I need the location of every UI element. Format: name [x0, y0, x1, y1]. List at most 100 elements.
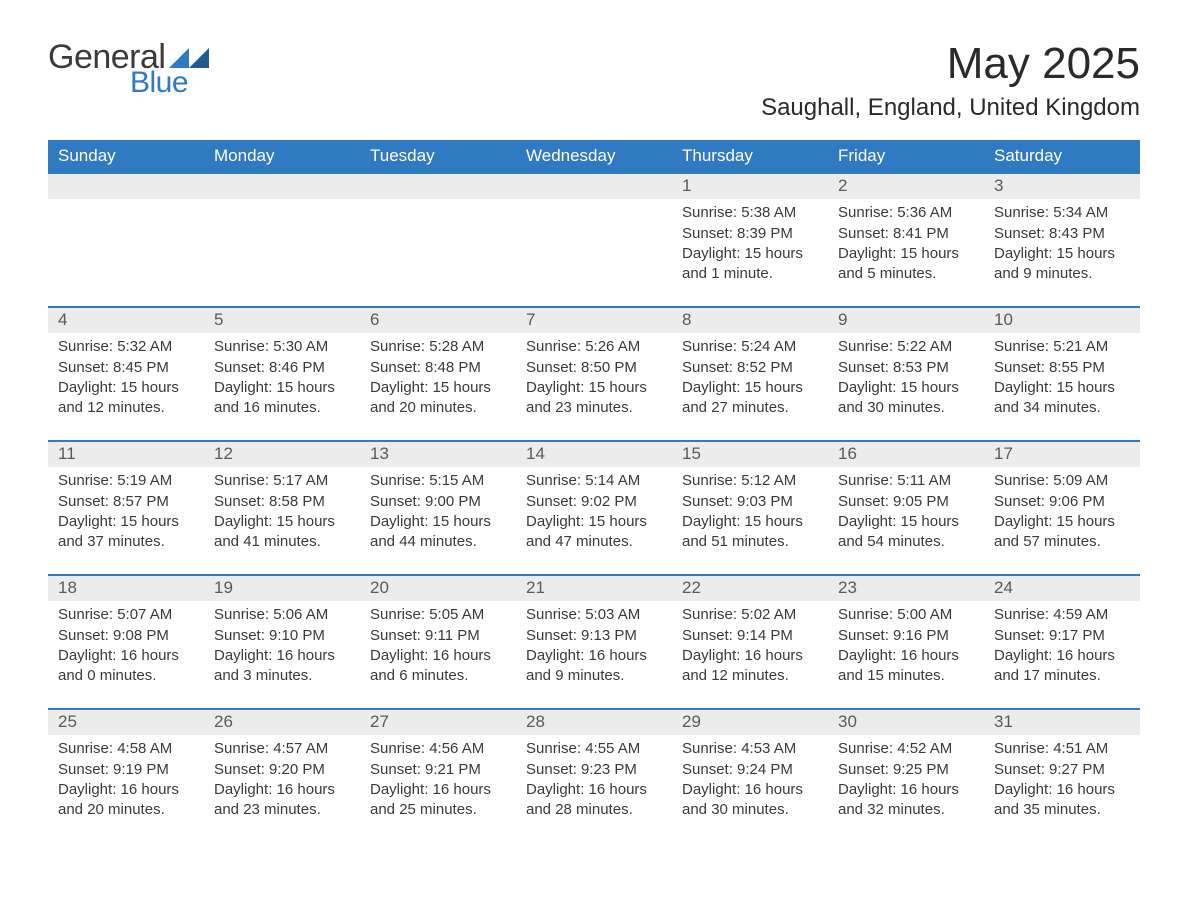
day-content: Sunrise: 4:51 AMSunset: 9:27 PMDaylight:… — [984, 735, 1140, 842]
day-number: 26 — [204, 710, 360, 735]
day-daylight1: Daylight: 15 hours — [214, 378, 350, 398]
day-content: Sunrise: 5:12 AMSunset: 9:03 PMDaylight:… — [672, 467, 828, 574]
day-sunset: Sunset: 8:53 PM — [838, 358, 974, 378]
day-sunrise: Sunrise: 5:03 AM — [526, 605, 662, 625]
day-daylight2: and 5 minutes. — [838, 264, 974, 284]
day-daylight2: and 16 minutes. — [214, 398, 350, 418]
day-sunset: Sunset: 9:11 PM — [370, 626, 506, 646]
day-content: Sunrise: 5:00 AMSunset: 9:16 PMDaylight:… — [828, 601, 984, 708]
day-sunset: Sunset: 9:08 PM — [58, 626, 194, 646]
day-sunset: Sunset: 8:50 PM — [526, 358, 662, 378]
day-number: 7 — [516, 308, 672, 333]
day-sunrise: Sunrise: 4:51 AM — [994, 739, 1130, 759]
day-daylight1: Daylight: 15 hours — [370, 378, 506, 398]
day-daylight2: and 54 minutes. — [838, 532, 974, 552]
day-content — [360, 199, 516, 306]
day-sunset: Sunset: 9:19 PM — [58, 760, 194, 780]
day-number: 11 — [48, 442, 204, 467]
day-daylight2: and 28 minutes. — [526, 800, 662, 820]
day-content: Sunrise: 5:28 AMSunset: 8:48 PMDaylight:… — [360, 333, 516, 440]
day-content: Sunrise: 4:57 AMSunset: 9:20 PMDaylight:… — [204, 735, 360, 842]
location-subtitle: Saughall, England, United Kingdom — [761, 94, 1140, 122]
day-number: 21 — [516, 576, 672, 601]
day-sunrise: Sunrise: 5:06 AM — [214, 605, 350, 625]
day-daylight1: Daylight: 15 hours — [682, 512, 818, 532]
header: General Blue May 2025 Saughall, England,… — [48, 40, 1140, 122]
day-content — [516, 199, 672, 306]
day-number: 17 — [984, 442, 1140, 467]
day-daylight1: Daylight: 15 hours — [682, 244, 818, 264]
day-header: Monday — [204, 140, 360, 174]
day-content: Sunrise: 5:07 AMSunset: 9:08 PMDaylight:… — [48, 601, 204, 708]
day-content: Sunrise: 5:22 AMSunset: 8:53 PMDaylight:… — [828, 333, 984, 440]
day-sunrise: Sunrise: 5:36 AM — [838, 203, 974, 223]
day-content: Sunrise: 5:06 AMSunset: 9:10 PMDaylight:… — [204, 601, 360, 708]
day-sunset: Sunset: 9:03 PM — [682, 492, 818, 512]
day-header: Sunday — [48, 140, 204, 174]
day-daylight1: Daylight: 16 hours — [838, 780, 974, 800]
day-sunrise: Sunrise: 4:59 AM — [994, 605, 1130, 625]
day-number — [516, 174, 672, 199]
day-daylight2: and 57 minutes. — [994, 532, 1130, 552]
day-sunrise: Sunrise: 5:38 AM — [682, 203, 818, 223]
day-number: 31 — [984, 710, 1140, 735]
day-number-row: 11121314151617 — [48, 442, 1140, 467]
day-sunset: Sunset: 8:58 PM — [214, 492, 350, 512]
day-number: 30 — [828, 710, 984, 735]
week-row: 18192021222324Sunrise: 5:07 AMSunset: 9:… — [48, 576, 1140, 708]
calendar-header-row: Sunday Monday Tuesday Wednesday Thursday… — [48, 140, 1140, 174]
day-content: Sunrise: 5:03 AMSunset: 9:13 PMDaylight:… — [516, 601, 672, 708]
day-daylight1: Daylight: 15 hours — [58, 378, 194, 398]
day-number: 23 — [828, 576, 984, 601]
day-sunrise: Sunrise: 4:58 AM — [58, 739, 194, 759]
day-number-row: 45678910 — [48, 308, 1140, 333]
logo: General Blue — [48, 40, 209, 98]
day-sunset: Sunset: 8:57 PM — [58, 492, 194, 512]
day-number: 9 — [828, 308, 984, 333]
day-daylight2: and 20 minutes. — [370, 398, 506, 418]
day-sunrise: Sunrise: 5:00 AM — [838, 605, 974, 625]
day-sunset: Sunset: 9:21 PM — [370, 760, 506, 780]
day-number: 22 — [672, 576, 828, 601]
day-header: Wednesday — [516, 140, 672, 174]
day-daylight2: and 23 minutes. — [526, 398, 662, 418]
day-daylight2: and 15 minutes. — [838, 666, 974, 686]
day-number: 20 — [360, 576, 516, 601]
day-daylight2: and 9 minutes. — [526, 666, 662, 686]
day-sunrise: Sunrise: 5:28 AM — [370, 337, 506, 357]
weeks-container: 123Sunrise: 5:38 AMSunset: 8:39 PMDaylig… — [48, 174, 1140, 842]
day-daylight1: Daylight: 15 hours — [994, 378, 1130, 398]
day-daylight2: and 1 minute. — [682, 264, 818, 284]
day-number: 18 — [48, 576, 204, 601]
day-content: Sunrise: 5:36 AMSunset: 8:41 PMDaylight:… — [828, 199, 984, 306]
day-daylight1: Daylight: 15 hours — [838, 512, 974, 532]
day-content: Sunrise: 4:53 AMSunset: 9:24 PMDaylight:… — [672, 735, 828, 842]
day-sunset: Sunset: 9:00 PM — [370, 492, 506, 512]
day-daylight1: Daylight: 16 hours — [214, 780, 350, 800]
week-row: 11121314151617Sunrise: 5:19 AMSunset: 8:… — [48, 442, 1140, 574]
day-content-row: Sunrise: 4:58 AMSunset: 9:19 PM Daylight:… — [48, 735, 1140, 842]
day-sunrise: Sunrise: 5:32 AM — [58, 337, 194, 357]
day-number — [204, 174, 360, 199]
day-daylight2: and 0 minutes. — [58, 666, 194, 686]
day-content: Sunrise: 5:21 AMSunset: 8:55 PMDaylight:… — [984, 333, 1140, 440]
day-daylight1: Daylight: 15 hours — [682, 378, 818, 398]
day-content: Sunrise: 4:59 AMSunset: 9:17 PMDaylight:… — [984, 601, 1140, 708]
day-sunrise: Sunrise: 5:19 AM — [58, 471, 194, 491]
day-number: 2 — [828, 174, 984, 199]
day-sunrise: Sunrise: 5:24 AM — [682, 337, 818, 357]
day-number: 6 — [360, 308, 516, 333]
day-daylight1: Daylight: 15 hours — [370, 512, 506, 532]
day-daylight2: and 27 minutes. — [682, 398, 818, 418]
day-sunset: Sunset: 8:45 PM — [58, 358, 194, 378]
day-header: Friday — [828, 140, 984, 174]
day-daylight2: and 20 minutes. — [58, 800, 194, 820]
day-daylight1: Daylight: 16 hours — [994, 646, 1130, 666]
day-header: Saturday — [984, 140, 1140, 174]
day-sunset: Sunset: 8:46 PM — [214, 358, 350, 378]
day-header: Thursday — [672, 140, 828, 174]
day-content: Sunrise: 5:09 AMSunset: 9:06 PMDaylight:… — [984, 467, 1140, 574]
week-row: 25262728293031Sunrise: 4:58 AMSunset: 9:… — [48, 710, 1140, 842]
day-daylight1: Daylight: 16 hours — [994, 780, 1130, 800]
day-sunrise: Sunrise: 5:30 AM — [214, 337, 350, 357]
